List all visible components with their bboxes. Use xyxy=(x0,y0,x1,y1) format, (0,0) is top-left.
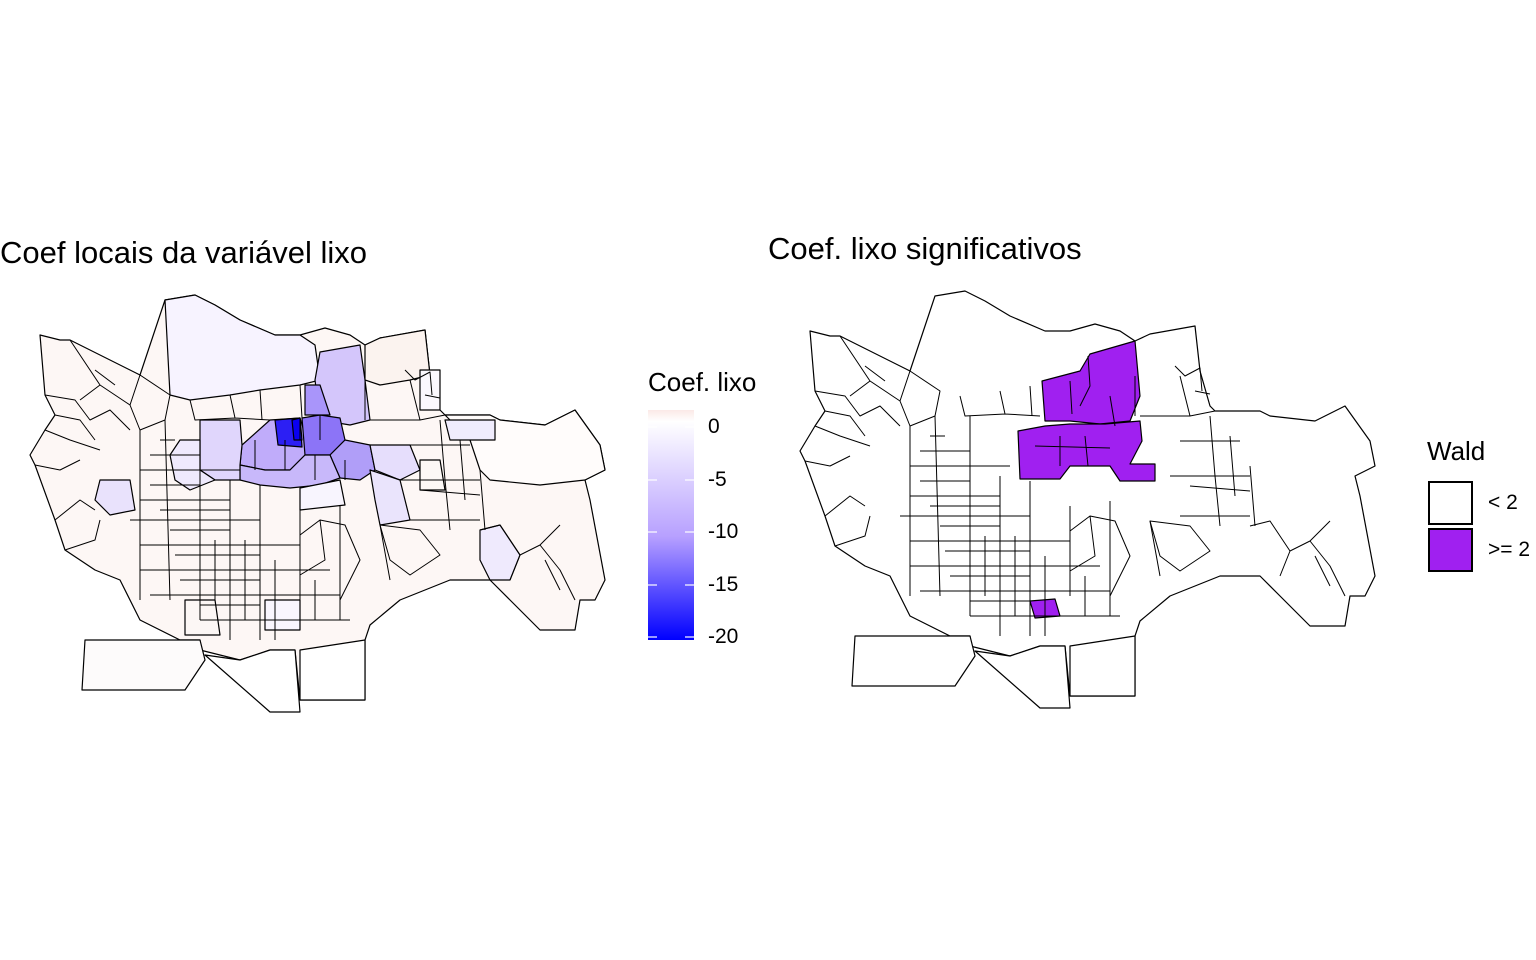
left-map-boundaries xyxy=(34,339,576,640)
left-choropleth-map xyxy=(29,294,606,713)
coef-tick-label: -10 xyxy=(708,520,739,543)
coef-colorbar xyxy=(648,410,694,640)
wald-key-label: < 2 xyxy=(1488,491,1518,514)
right-map-title: Coef. lixo significativos xyxy=(768,231,1082,266)
right-map-boundaries xyxy=(804,335,1346,636)
left-map-title: Coef locais da variável lixo xyxy=(0,235,368,270)
legend-key-ge2 xyxy=(1428,528,1473,572)
coef-tick-label: -15 xyxy=(708,573,739,596)
legend-key-lt2 xyxy=(1428,481,1473,525)
coef-legend-title: Coef. lixo xyxy=(648,367,757,397)
wald-legend-title: Wald xyxy=(1427,436,1486,466)
wald-key-label: >= 2 xyxy=(1488,538,1531,561)
coef-tick-label: 0 xyxy=(708,415,720,438)
coef-tick-label: -5 xyxy=(708,468,727,491)
coef-tick-label: -20 xyxy=(708,625,739,648)
right-significance-map xyxy=(799,290,1376,709)
